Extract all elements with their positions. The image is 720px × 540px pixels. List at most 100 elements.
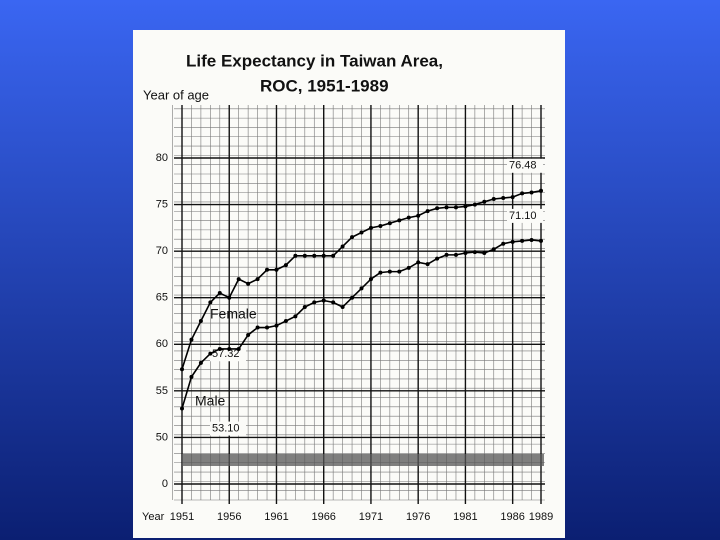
point [501,241,506,246]
point [435,256,440,261]
point [208,351,213,356]
point [416,213,421,218]
point [425,209,430,214]
point [312,253,317,258]
point [529,237,534,242]
point [453,252,458,257]
point [283,263,288,268]
y-axis-label: Year of age [143,87,209,102]
point [425,262,430,267]
label-bg [507,208,543,223]
point [435,206,440,211]
x-tick-label: 1971 [359,511,383,523]
point [350,235,355,240]
data-label: 53.10 [212,422,240,434]
y-tick-label: 50 [156,431,168,443]
point [302,305,307,310]
series-label: Female [210,306,257,322]
point [331,253,336,258]
point [510,239,515,244]
point [529,190,534,195]
x-tick-label: 1989 [529,511,553,523]
chart-title: Life Expectancy in Taiwan Area, [186,51,443,70]
x-tick-label: 1986 [500,511,524,523]
point [463,251,468,256]
point [321,253,326,258]
point [312,300,317,305]
point [406,265,411,270]
data-label: 76.48 [509,160,537,172]
point [501,196,506,201]
point [340,244,345,249]
point [350,295,355,300]
point [491,196,496,201]
point [321,298,326,303]
point [387,221,392,226]
point [453,205,458,210]
y-tick-label: 60 [156,338,168,350]
label-bg [507,158,543,173]
y-tick-label: 75 [156,198,168,210]
point [482,251,487,256]
point [293,314,298,319]
point [340,305,345,310]
x-axis-label: Year [142,511,165,523]
point [378,223,383,228]
point [510,195,515,200]
point [444,205,449,210]
point [236,346,241,351]
point [387,269,392,274]
point [189,374,194,379]
point [378,270,383,275]
point [416,260,421,265]
point [208,300,213,305]
x-tick-label: 1951 [170,511,194,523]
data-label: 71.10 [509,210,537,222]
point [463,204,468,209]
point [368,277,373,282]
x-tick-label: 1956 [217,511,241,523]
grid [172,105,545,504]
point [302,253,307,258]
point [274,323,279,328]
x-tick-label: 1981 [453,511,477,523]
point [293,253,298,258]
point [198,360,203,365]
y-tick-label: 55 [156,385,168,397]
point [520,238,525,243]
point [406,215,411,220]
point [283,319,288,323]
point [520,191,525,196]
point [331,300,336,305]
point [180,367,184,372]
axis-break [182,454,544,466]
point [491,247,496,252]
point [368,225,373,230]
point [180,406,184,411]
label-bg [210,421,246,436]
point [198,319,203,323]
y-tick-label: 70 [156,245,168,257]
point [227,346,232,351]
point [359,230,364,235]
point [246,332,251,337]
point [359,286,364,291]
y-tick-label: 0 [162,478,168,490]
series-label: Male [195,393,226,409]
data-label: 57.32 [212,348,240,360]
x-tick-label: 1976 [406,511,430,523]
point [189,337,194,342]
point [397,218,402,223]
point [255,277,260,282]
point [217,291,222,296]
y-tick-label: 65 [156,292,168,304]
chart-title: ROC, 1951-1989 [260,76,389,95]
point [397,269,402,274]
point [482,199,487,204]
point [539,238,543,243]
point [265,267,270,272]
point [472,250,477,255]
point [539,188,543,193]
